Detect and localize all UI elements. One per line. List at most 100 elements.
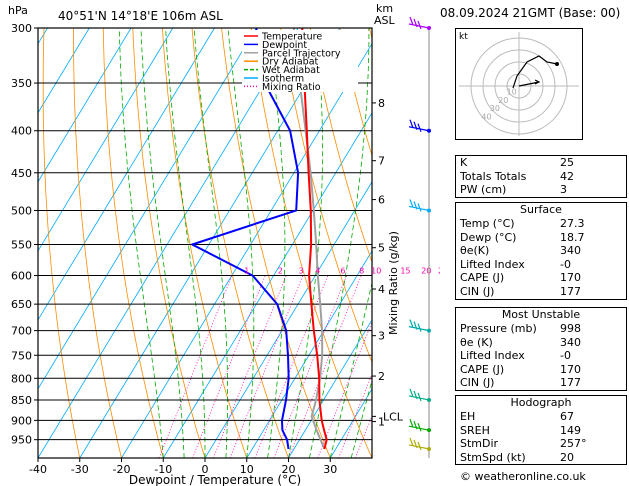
isotherm-line [38,28,90,114]
pressure-tick-label: 900 [11,414,32,427]
pressure-tick-label: 800 [11,372,32,385]
legend-label: Wet Adiabat [262,65,320,76]
table-row: CAPE (J) 170 [456,363,626,377]
isotherm-line [38,28,174,252]
isotherm-line [246,250,372,458]
row-label: K [460,156,468,169]
row-value: 25 [560,156,574,169]
row-label: CIN (J) [460,284,495,298]
row-value: 257° [560,437,587,451]
table-row: K 25 [456,156,626,170]
hpa-unit-label: hPa [8,4,28,17]
table-row: SREH 149 [456,424,626,438]
table-row: Temp (°C) 27.3 [456,217,626,231]
mixing-ratio-label: 8 [359,267,364,276]
mixing-ratio-label: 10 [371,267,381,276]
hodograph-ring-label: 10 [507,87,517,96]
row-value: -0 [560,257,571,271]
pressure-tick-label: 700 [11,325,32,338]
table-row: EH 67 [456,410,626,424]
row-value: 42 [560,169,574,183]
row-value: 340 [560,244,581,258]
row-value: 177 [560,376,581,390]
table-row: StmSpd (kt) 20 [456,451,626,465]
dry-adiabat-line [309,28,372,264]
table-row: CIN (J) 177 [456,285,626,299]
pressure-tick-label: 450 [11,167,32,180]
row-label: StmSpd (kt) [460,450,526,464]
row-label: StmDir [460,437,499,451]
location-label: 40°51'N 14°18'E 106m ASL [58,9,223,23]
storm-motion-arrow-icon [518,79,541,87]
wind-barb-dot [427,446,431,451]
row-label: Lifted Index [460,257,525,271]
table-row: Totals Totals 42 [456,170,626,184]
hodograph-table: Hodograph EH 67 SREH 149 StmDir 257° StmSpd (k… [455,395,627,466]
hodograph-endpoint [555,62,559,66]
table-row: CAPE (J) 170 [456,271,626,285]
mixing-ratio-line [229,275,304,458]
wind-barb-dot [427,397,431,402]
isotherm-line [204,181,372,458]
row-value: 998 [560,322,581,335]
skewt-chart: 3003504004505005506006507007508008509009… [8,2,440,486]
temp-tick-label: 0 [202,463,209,476]
temperature-profile [301,28,328,450]
dewpoint-profile [191,28,300,450]
wind-barb-icon [408,388,430,402]
surface-title: Surface [520,203,562,216]
row-value: 170 [560,271,581,285]
table-row: Lifted Index -0 [456,349,626,363]
wind-barb-icon [408,16,430,30]
legend-label: Dewpoint [262,40,307,51]
pressure-tick-label: 550 [11,238,32,251]
legend-label: Isotherm [262,74,304,85]
row-value: 340 [560,335,581,349]
hodograph-ring-label: 20 [498,96,508,105]
forecast-datetime: 08.09.2024 21GMT (Base: 00) [440,6,621,20]
table-row: Lifted Index -0 [456,258,626,272]
wind-barb-icon [408,418,430,432]
mixing-ratio-label: 15 [400,267,410,276]
legend-label: Mixing Ratio [262,82,321,93]
mixing-ratio-label: 20 [421,267,431,276]
table-row: StmDir 257° [456,437,626,451]
dry-adiabat-line [73,28,122,458]
legend-box [242,30,358,92]
table-row: Dewp (°C) 18.7 [456,231,626,245]
row-value: 20 [560,450,574,464]
hodograph-trace [512,55,558,89]
wind-barb-dot [427,428,431,433]
isotherm-line [121,42,372,458]
km-tick-label: 6 [378,194,385,207]
dry-adiabat-line [399,28,440,458]
asl-unit-label: ASL [374,14,396,27]
surface-table: Surface Temp (°C) 27.3 Dewp (°C) 18.7 θe(K) 3… [455,202,627,300]
row-label: Temp (°C) [460,217,515,230]
table-row: θe(K) 340 [456,244,626,258]
legend-label: Temperature [261,32,322,43]
temp-tick-label: -40 [29,463,47,476]
row-label: EH [460,410,476,423]
temp-tick-label: -30 [71,463,89,476]
mixing-ratio-label: 1 [244,267,249,276]
row-label: Pressure (mb) [460,322,537,335]
isotherm-line [38,28,132,183]
wind-barb-icon [408,319,430,332]
wet-adiabat-line [140,28,185,458]
x-axis-label: Dewpoint / Temperature (°C) [129,473,301,486]
row-label: Dewp (°C) [460,230,517,244]
km-tick-label: 7 [378,155,385,168]
pressure-tick-label: 750 [11,349,32,362]
temp-tick-label: 20 [282,463,296,476]
row-value: 177 [560,284,581,298]
km-tick-label: 2 [378,370,385,383]
pressure-tick-label: 400 [11,125,32,138]
wet-adiabat-line [227,28,255,458]
mixing-ratio-line [273,275,347,458]
pressure-tick-label: 350 [11,77,32,90]
row-value: 170 [560,362,581,376]
pressure-tick-label: 850 [11,394,32,407]
row-label: CAPE (J) [460,362,505,376]
hodograph-ring-label: 40 [481,113,491,122]
